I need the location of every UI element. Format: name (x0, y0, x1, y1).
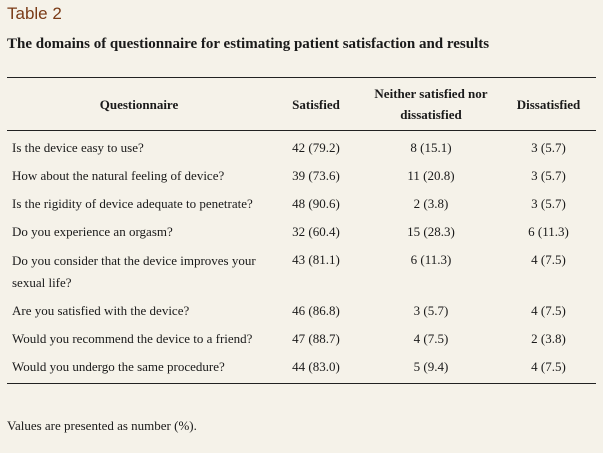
table-row: How about the natural feeling of device?… (7, 162, 596, 190)
question-cell: Do you consider that the device improves… (7, 246, 271, 297)
question-cell: Would you undergo the same procedure? (12, 359, 225, 374)
neither-cell: 15 (28.3) (407, 224, 455, 239)
question-cell: Do you experience an orgasm? (12, 224, 173, 239)
satisfaction-table: Questionnaire Satisfied Neither satisfie… (7, 77, 596, 384)
satisfied-cell: 48 (90.6) (292, 196, 340, 211)
neither-cell: 4 (7.5) (413, 331, 449, 346)
question-line2: sexual life? (12, 275, 72, 290)
neither-cell: 3 (5.7) (413, 303, 449, 318)
header-dissatisfied: Dissatisfied (501, 77, 596, 131)
question-cell: How about the natural feeling of device? (12, 168, 225, 183)
question-cell: Is the device easy to use? (12, 140, 144, 155)
table-row: Would you recommend the device to a frie… (7, 325, 596, 353)
question-cell: Is the rigidity of device adequate to pe… (12, 196, 253, 211)
dissatisfied-cell: 4 (7.5) (531, 303, 566, 318)
satisfied-cell: 42 (79.2) (292, 140, 340, 155)
header-neither: Neither satisfied nor dissatisfied (361, 77, 501, 131)
question-cell: Would you recommend the device to a frie… (12, 331, 253, 346)
dissatisfied-cell: 4 (7.5) (531, 359, 566, 374)
dissatisfied-cell: 3 (5.7) (531, 196, 566, 211)
header-questionnaire: Questionnaire (7, 77, 271, 131)
table-row: Are you satisfied with the device? 46 (8… (7, 297, 596, 325)
table-row: Do you consider that the device improves… (7, 246, 596, 297)
neither-cell: 2 (3.8) (413, 196, 449, 211)
table-label: Table 2 (7, 4, 62, 23)
table-row: Is the rigidity of device adequate to pe… (7, 190, 596, 218)
neither-cell: 5 (9.4) (413, 359, 449, 374)
header-satisfied: Satisfied (271, 77, 361, 131)
question-cell: Are you satisfied with the device? (12, 303, 190, 318)
neither-cell: 11 (20.8) (407, 168, 455, 183)
header-neither-line1: Neither satisfied nor (374, 86, 488, 101)
dissatisfied-cell: 3 (5.7) (531, 140, 566, 155)
table-row: Is the device easy to use? 42 (79.2) 8 (… (7, 131, 596, 163)
dissatisfied-cell: 4 (7.5) (531, 252, 566, 267)
table-footnote: Values are presented as number (%). (7, 418, 197, 433)
table-row: Do you experience an orgasm? 32 (60.4) 1… (7, 218, 596, 246)
dissatisfied-cell: 3 (5.7) (531, 168, 566, 183)
satisfied-cell: 43 (81.1) (292, 252, 340, 267)
dissatisfied-cell: 2 (3.8) (531, 331, 566, 346)
neither-cell: 6 (11.3) (410, 252, 452, 267)
satisfied-cell: 46 (86.8) (292, 303, 340, 318)
header-neither-line2: dissatisfied (400, 107, 462, 122)
table-row: Would you undergo the same procedure? 44… (7, 353, 596, 384)
satisfied-cell: 44 (83.0) (292, 359, 340, 374)
satisfied-cell: 32 (60.4) (292, 224, 340, 239)
dissatisfied-cell: 6 (11.3) (528, 224, 569, 239)
table-header-row: Questionnaire Satisfied Neither satisfie… (7, 77, 596, 131)
neither-cell: 8 (15.1) (410, 140, 452, 155)
satisfied-cell: 47 (88.7) (292, 331, 340, 346)
table-caption: The domains of questionnaire for estimat… (7, 36, 490, 52)
question-line1: Do you consider that the device improves… (12, 253, 256, 268)
satisfied-cell: 39 (73.6) (292, 168, 340, 183)
